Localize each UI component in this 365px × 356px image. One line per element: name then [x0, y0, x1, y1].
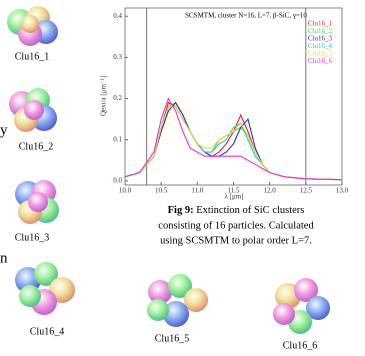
page: {"clusters": ["Clu16_1", "Clu16_2", "Clu…: [0, 0, 365, 356]
cluster-image: [9, 88, 57, 132]
x-tick-label: 10.5: [155, 187, 168, 195]
x-tick-label: 12.5: [300, 187, 313, 195]
y-tick-label: 0.0: [113, 176, 122, 184]
data-line: [125, 99, 342, 180]
margin-text: n: [0, 250, 8, 266]
cluster-label: Clu16_3: [15, 232, 49, 243]
y-tick-label: 0.4: [113, 12, 122, 20]
x-tick-label: 13.0: [336, 187, 349, 195]
y-tick-label: 0.2: [113, 94, 122, 102]
margin-text: y: [0, 122, 8, 138]
cluster-image: [15, 180, 59, 224]
x-tick-label: 11.5: [228, 187, 240, 195]
caption-line: Fig 9: Extinction of SiC clusters: [168, 205, 305, 216]
cluster-image: [147, 274, 208, 327]
figure: Clu16_1 Clu16_2 Clu16_3 Clu16_4 Clu16_5 …: [0, 0, 365, 356]
cluster-image: [7, 6, 58, 46]
y-tick-label: 0.3: [113, 53, 122, 61]
x-tick-label: 11.0: [191, 187, 203, 195]
caption-line: using SCSMTM to polar order L=7.: [160, 235, 312, 246]
caption-line: consisting of 16 particles. Calculated: [158, 220, 314, 231]
y-tick-label: 0.1: [113, 135, 122, 143]
cluster-label: Clu16_6: [283, 340, 317, 351]
cluster-label: Clu16_4: [30, 326, 64, 337]
x-tick-label: 12.0: [264, 187, 277, 195]
cluster-label: Clu16_1: [15, 51, 49, 62]
caption-label: Fig 9:: [168, 205, 194, 216]
cluster-label: Clu16_5: [155, 333, 189, 344]
cluster-label: Clu16_2: [19, 141, 53, 152]
chart-title: SCSMTM, cluster N=16, L=7, β-SiC, γ=10: [185, 12, 307, 20]
legend-entry: Clu16_6: [308, 57, 333, 65]
x-tick-label: 10.0: [119, 187, 132, 195]
cluster-image: [15, 262, 75, 315]
caption-text: Extinction of SiC clusters: [196, 205, 304, 216]
cluster-image: [273, 278, 330, 334]
y-axis-label: Qext/a [μm⁻¹]: [100, 76, 108, 116]
